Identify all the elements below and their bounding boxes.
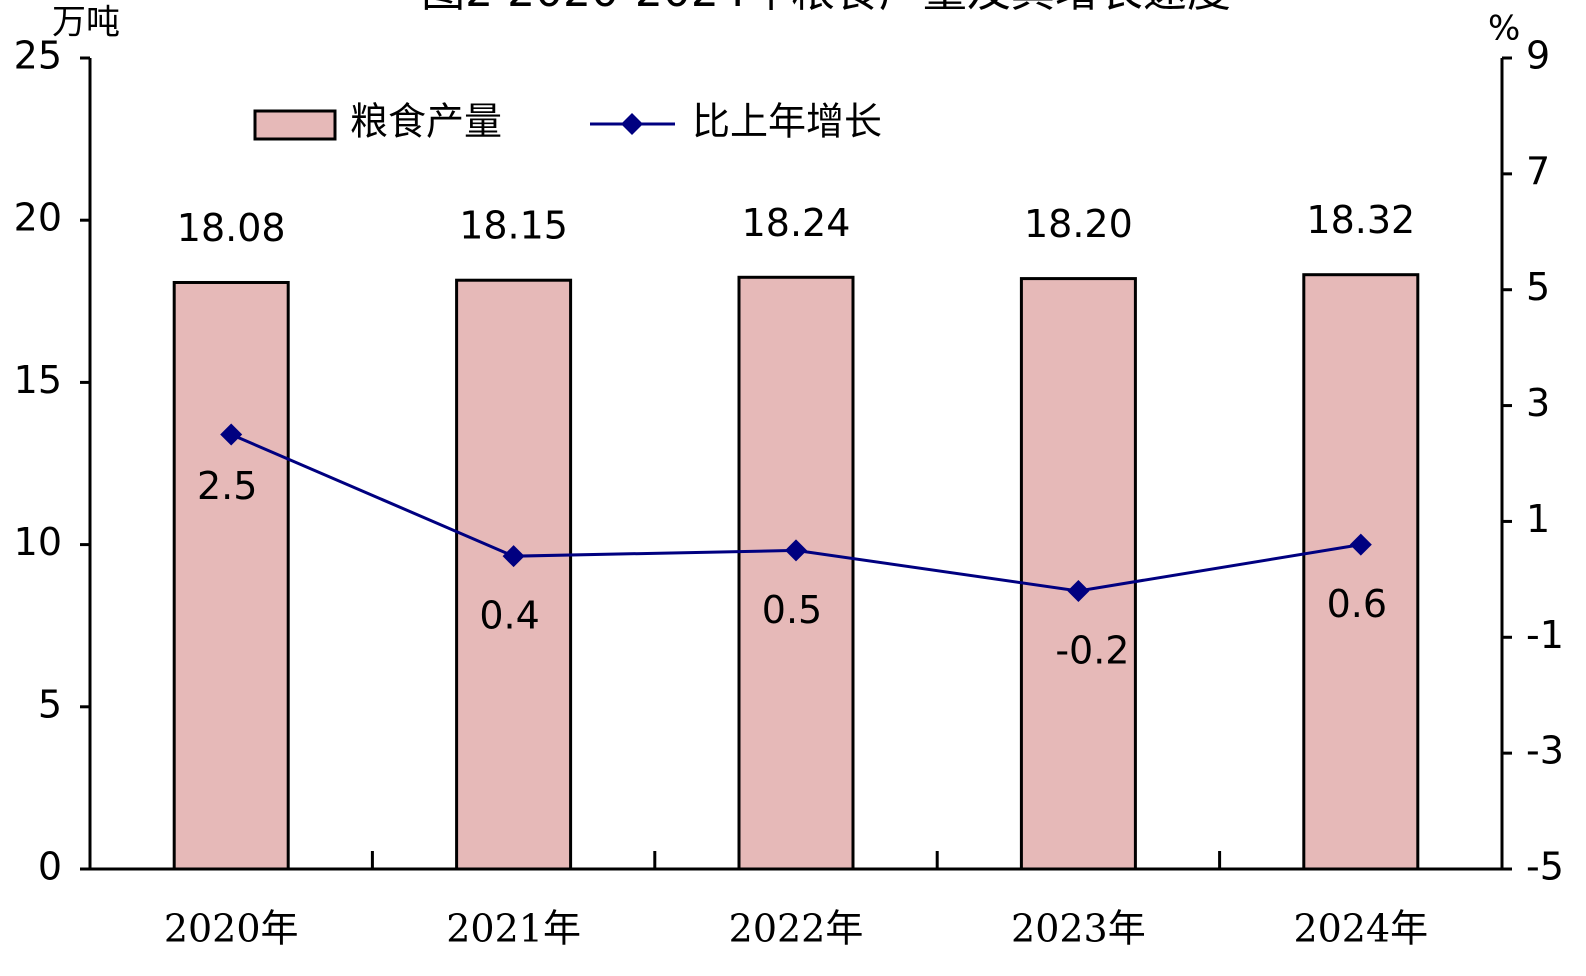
bar-value-label: 18.08	[177, 206, 286, 250]
y2-tick-label: 3	[1526, 381, 1550, 425]
y2-tick-label: 5	[1526, 265, 1550, 309]
y2-axis-label: %	[1488, 9, 1520, 49]
line-value-label: -0.2	[1055, 628, 1129, 672]
line-value-label: 0.4	[479, 594, 539, 638]
bar-value-label: 18.32	[1306, 198, 1415, 242]
line-marker	[785, 539, 807, 562]
x-tick-label: 2021年	[446, 907, 581, 951]
chart-title: 图2 2020-2024年粮食产量及其增长速度	[421, 0, 1231, 17]
legend-label: 粮食产量	[350, 100, 502, 144]
y2-tick-label: -1	[1526, 613, 1564, 657]
y-tick-label: 20	[14, 196, 62, 240]
line-marker	[220, 423, 243, 446]
line-value-label: 2.5	[197, 464, 257, 508]
y-tick-label: 5	[38, 682, 62, 726]
bar	[737, 275, 855, 871]
y-axis-label: 万吨	[52, 3, 120, 43]
y2-tick-label: 9	[1526, 34, 1550, 78]
legend-marker	[621, 113, 643, 135]
line-marker	[1067, 579, 1090, 602]
bar-value-label: 18.15	[459, 204, 568, 248]
line-value-label: 0.6	[1327, 582, 1387, 626]
x-tick-label: 2020年	[164, 907, 299, 951]
y2-tick-label: 1	[1526, 497, 1550, 541]
line-value-label: 0.5	[762, 588, 822, 632]
line-marker	[502, 545, 525, 568]
bar-value-label: 18.24	[742, 201, 851, 245]
y-tick-label: 10	[14, 520, 62, 564]
x-tick-label: 2022年	[729, 907, 864, 951]
legend-label: 比上年增长	[692, 100, 882, 144]
x-tick-label: 2023年	[1011, 907, 1146, 951]
bar-value-label: 18.20	[1024, 202, 1133, 246]
y2-tick-label: 7	[1526, 149, 1550, 193]
bar	[455, 278, 573, 871]
legend-swatch	[253, 109, 337, 141]
x-tick-label: 2024年	[1293, 907, 1428, 951]
y-tick-label: 25	[14, 34, 62, 78]
bar	[1302, 273, 1420, 871]
bar	[172, 280, 290, 871]
y-tick-label: 0	[38, 845, 62, 889]
y-tick-label: 15	[14, 358, 62, 402]
y2-tick-label: -3	[1526, 729, 1564, 773]
line-marker	[1349, 533, 1372, 556]
y2-tick-label: -5	[1526, 845, 1564, 889]
bar	[1019, 277, 1137, 871]
